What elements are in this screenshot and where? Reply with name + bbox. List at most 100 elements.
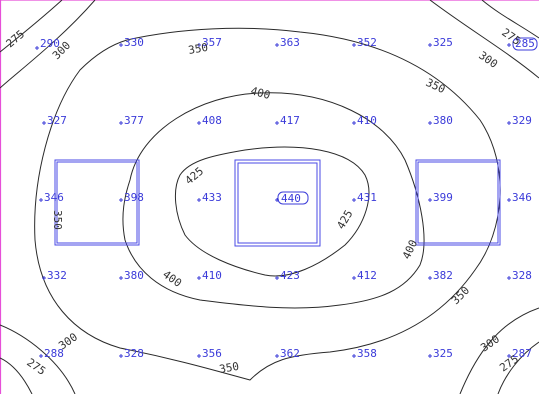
contour-label-300-tr: 300 (476, 49, 500, 71)
point-r4c5: 412 (357, 269, 377, 282)
marker-r3c5 (352, 198, 356, 202)
marker-r5c5 (352, 354, 356, 358)
point-r5c1: 288 (44, 347, 64, 360)
marker-r2c5 (352, 121, 356, 125)
column-box-center-inner (237, 162, 318, 244)
contour-label-350-br: 350 (449, 284, 472, 307)
column-box-left (54, 159, 140, 246)
point-r2c1: 327 (47, 114, 67, 127)
point-r2c6: 380 (433, 114, 453, 127)
contour-300-top-left (0, 0, 96, 89)
marker-r4c5 (352, 276, 356, 280)
point-r3c6: 399 (433, 191, 453, 204)
marker-r2c1 (42, 121, 46, 125)
point-r3c2: 398 (124, 191, 144, 204)
contour-label-350-left: 350 (51, 210, 64, 230)
point-r2c2: 377 (124, 114, 144, 127)
point-r4c7: 328 (512, 269, 532, 282)
marker-r1c3 (197, 43, 201, 47)
marker-r1c4 (275, 43, 279, 47)
contour-275-bottom-right (497, 341, 539, 394)
contour-275-top-right (481, 0, 539, 39)
point-r4c1: 332 (47, 269, 67, 282)
point-r1c1: 290 (40, 37, 60, 50)
point-r5c7: 287 (512, 347, 532, 360)
marker-r5c6 (428, 354, 432, 358)
point-r2c7: 329 (512, 114, 532, 127)
column-box-right (415, 159, 501, 246)
marker-r1c7 (507, 43, 511, 47)
point-r3c3: 433 (202, 191, 222, 204)
contour-275-top-left (0, 0, 63, 53)
marker-r2c7 (507, 121, 511, 125)
marker-r2c2 (119, 121, 123, 125)
point-r2c5: 410 (357, 114, 377, 127)
column-box-left-inner (56, 161, 138, 244)
contour-label-350-right: 350 (424, 76, 448, 96)
contour-300-bottom-left (0, 324, 76, 394)
point-r4c6: 382 (433, 269, 453, 282)
point-r4c2: 380 (124, 269, 144, 282)
marker-r1c6 (428, 43, 432, 47)
marker-r5c3 (197, 354, 201, 358)
point-r3c1: 346 (44, 191, 64, 204)
contour-label-350-top: 350 (187, 41, 209, 57)
contour-label-400-top: 400 (249, 84, 272, 102)
column-box-center (234, 159, 321, 247)
marker-r2c4 (275, 121, 279, 125)
point-r5c3: 356 (202, 347, 222, 360)
point-r5c4: 362 (280, 347, 300, 360)
contour-400 (122, 92, 425, 309)
marker-r3c4 (275, 198, 279, 202)
point-r5c5: 358 (357, 347, 377, 360)
marker-r3c3 (197, 198, 201, 202)
grid-markers (35, 43, 511, 358)
marker-r4c1 (42, 276, 46, 280)
marker-r2c3 (197, 121, 201, 125)
point-r2c3: 408 (202, 114, 222, 127)
contour-300-bottom-right (459, 307, 539, 394)
point-r1c6: 325 (433, 36, 453, 49)
point-r1c4: 363 (280, 36, 300, 49)
contour-275-bottom-left (0, 357, 33, 394)
contour-label-425-right: 425 (334, 208, 355, 232)
point-r5c2: 328 (124, 347, 144, 360)
marker-r3c7 (507, 198, 511, 202)
marker-r2c6 (428, 121, 432, 125)
corner-value-marker (512, 37, 538, 51)
marker-r4c3 (197, 276, 201, 280)
marker-r1c2 (119, 43, 123, 47)
contour-350-outer (34, 27, 501, 381)
point-r4c3: 410 (202, 269, 222, 282)
marker-r4c2 (119, 276, 123, 280)
point-r4c4: 423 (280, 269, 300, 282)
marker-r3c6 (428, 198, 432, 202)
point-r1c7: 285 (515, 37, 535, 50)
point-r2c4: 417 (280, 114, 300, 127)
contour-300-top-right (429, 0, 539, 79)
marker-r5c2 (119, 354, 123, 358)
marker-r1c5 (352, 43, 356, 47)
marker-r3c2 (119, 198, 123, 202)
contour-label-350-bottom: 350 (218, 360, 240, 376)
marker-r3c1 (39, 198, 43, 202)
column-box-right-inner (417, 161, 499, 244)
point-r3c7: 346 (512, 191, 532, 204)
marker-r1c1 (35, 46, 39, 50)
point-r5c6: 325 (433, 347, 453, 360)
point-r3c4: 440 (281, 192, 301, 205)
contour-label-400-right: 400 (400, 238, 420, 262)
point-r1c2: 330 (124, 36, 144, 49)
marker-r5c7 (507, 354, 511, 358)
contour-425 (175, 146, 370, 277)
max-value-marker (277, 191, 309, 205)
marker-r4c7 (507, 276, 511, 280)
point-r3c5: 431 (357, 191, 377, 204)
point-r1c5: 352 (357, 36, 377, 49)
point-r1c3: 357 (202, 36, 222, 49)
marker-r5c4 (275, 354, 279, 358)
marker-r5c1 (39, 354, 43, 358)
contour-label-300-br: 300 (478, 332, 502, 354)
